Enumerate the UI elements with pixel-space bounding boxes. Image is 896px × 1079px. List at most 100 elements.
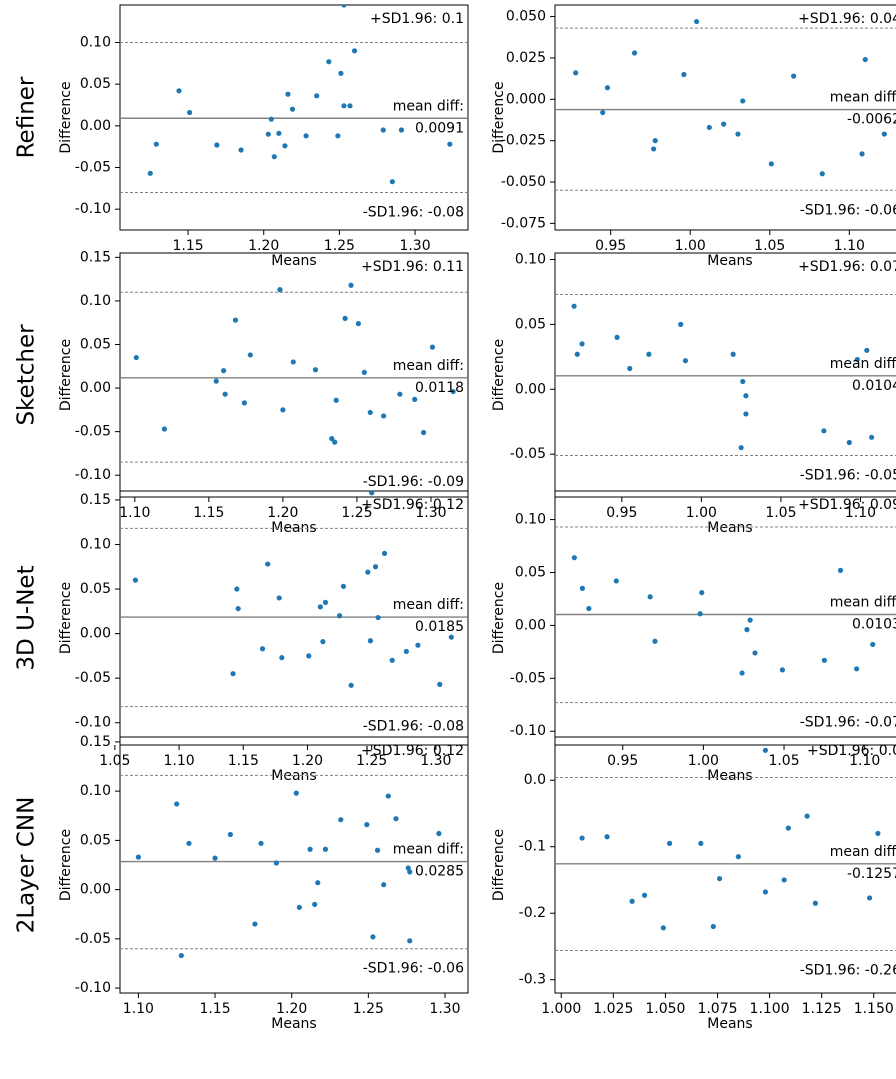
data-point — [293, 790, 299, 796]
lower-limit-label: -SD1.96: -0.08 — [363, 719, 464, 735]
x-axis-label: Means — [271, 1016, 316, 1032]
panel-2layer-cnn-2-plot-area — [555, 747, 896, 951]
lower-limit-label: -SD1.96: -0.08 — [363, 205, 464, 221]
y-tick-label: -0.10 — [75, 980, 111, 996]
data-point — [370, 934, 376, 940]
y-tick-label: 0.10 — [80, 293, 111, 309]
data-point — [277, 287, 283, 293]
x-tick-label: 1.20 — [267, 505, 298, 521]
y-tick-label: 0.10 — [80, 35, 111, 51]
mean-difference-value: -0.1257 — [847, 866, 896, 882]
x-axis-label: Means — [707, 768, 752, 784]
mean-difference-value: 0.0185 — [415, 619, 464, 635]
data-point — [329, 436, 335, 442]
y-tick-label: 0.05 — [80, 76, 111, 92]
data-point — [241, 400, 247, 406]
y-tick-label: 0.05 — [80, 337, 111, 353]
data-point — [397, 391, 403, 397]
data-point — [859, 151, 865, 157]
x-tick-label: 1.15 — [173, 238, 204, 254]
data-point — [307, 846, 313, 852]
data-point — [821, 428, 827, 434]
data-point — [186, 840, 192, 846]
data-point — [238, 147, 244, 153]
panel-refiner-2: -0.075 -0.050 -0.025 0.000 0.025 0.050 0.95 1.0… — [491, 4, 896, 269]
data-point — [682, 358, 689, 364]
panel-sketcher-1: -0.10 -0.05 0.00 0.05 0.10 0.15 1.10 1.15 1.20 1.… — [58, 249, 469, 536]
data-point — [735, 854, 741, 860]
data-point — [234, 586, 240, 592]
upper-limit-label: +SD1.96: 0.0 — [807, 743, 896, 759]
data-point — [429, 344, 436, 350]
panel-2layer-cnn-2-frame — [554, 736, 896, 994]
data-point — [604, 85, 611, 91]
data-point — [133, 354, 139, 361]
data-point — [846, 439, 852, 446]
mean-difference-label: mean diff: — [393, 358, 464, 374]
y-tick-label: 0.00 — [80, 380, 111, 396]
x-tick-label: 1.10 — [123, 1001, 154, 1017]
data-point — [380, 127, 386, 133]
data-point — [791, 73, 797, 79]
data-point — [303, 133, 309, 139]
x-tick-label: 1.15 — [199, 1001, 230, 1017]
mean-difference-value: 0.0091 — [415, 120, 464, 136]
x-tick-label: 1.00 — [675, 238, 706, 254]
data-point — [247, 352, 253, 358]
data-point — [290, 359, 296, 365]
data-point — [697, 611, 703, 617]
data-point — [365, 569, 371, 575]
data-point — [398, 127, 405, 133]
x-tick-label: 1.10 — [163, 753, 194, 769]
y-tick-label: 0.05 — [80, 832, 111, 848]
data-point — [666, 840, 673, 846]
x-tick-label: 1.05 — [768, 753, 799, 769]
data-point — [235, 606, 241, 612]
data-point — [571, 303, 577, 309]
data-point — [147, 170, 153, 176]
data-point — [322, 846, 329, 852]
x-axis-label: Means — [271, 253, 316, 269]
x-tick-label: 1.075 — [697, 1001, 737, 1017]
data-point — [213, 378, 219, 384]
y-tick-label: 0.050 — [506, 9, 546, 25]
data-point — [613, 578, 619, 584]
y-tick-label: -0.05 — [75, 160, 111, 176]
mean-difference-value: 0.0285 — [415, 864, 464, 880]
data-point — [340, 583, 347, 589]
data-point — [375, 614, 381, 621]
y-tick-label: -0.05 — [510, 446, 546, 462]
panel-sketcher-2-plot-area — [555, 294, 896, 456]
panel-3d-u-net-1-frame — [119, 490, 469, 746]
y-tick-label: -0.10 — [75, 715, 111, 731]
data-point — [740, 378, 746, 385]
row-label-sketcher: Sketcher — [14, 324, 40, 426]
row-label-2layer-cnn: 2Layer CNN — [14, 797, 40, 934]
data-point — [812, 900, 819, 906]
lower-limit-label: -SD1.96: -0.09 — [363, 474, 464, 490]
x-tick-label: 1.00 — [688, 753, 719, 769]
data-point — [864, 347, 870, 353]
data-point — [355, 320, 362, 327]
panel-2layer-cnn-2: -0.3-0.2-0.10.01.000 1.025 1.050 1.075 1.100… — [491, 736, 896, 1032]
y-tick-label: -0.10 — [75, 467, 111, 483]
panel-sketcher-2-frame — [554, 252, 896, 498]
data-point — [436, 830, 442, 837]
data-point — [227, 831, 233, 838]
y-axis-label: Difference — [491, 339, 507, 411]
x-axis-label: Means — [707, 1016, 752, 1032]
x-tick-label: 1.10 — [834, 238, 865, 254]
y-tick-label: 0.00 — [80, 882, 111, 898]
data-point — [740, 98, 746, 104]
data-point — [342, 315, 348, 321]
y-tick-label: 0.00 — [515, 617, 546, 633]
data-point — [600, 109, 606, 116]
data-point — [306, 653, 312, 659]
data-point — [403, 648, 409, 655]
data-point — [604, 834, 610, 840]
data-point — [385, 793, 391, 799]
panel-3d-u-net-2: -0.10 -0.05 0.00 0.05 0.10 0.95 1.00 1.05 1.10 Me… — [491, 490, 896, 784]
y-axis-label: Difference — [491, 81, 507, 153]
upper-limit-label: +SD1.96: 0.07 — [798, 259, 896, 275]
x-tick-label: 1.15 — [193, 505, 224, 521]
